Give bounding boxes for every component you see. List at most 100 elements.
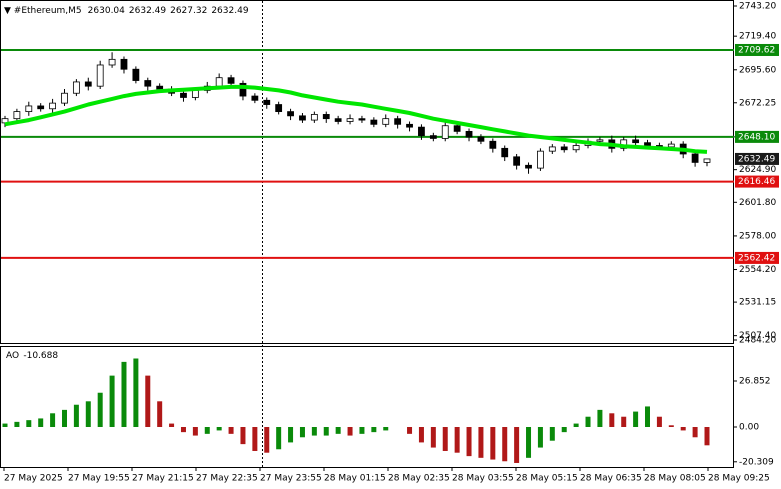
candle-body bbox=[441, 125, 449, 139]
candle-body bbox=[394, 118, 402, 125]
candle-body bbox=[108, 58, 116, 66]
candle-body bbox=[120, 58, 128, 70]
ao-header: AO -10.688 bbox=[6, 351, 58, 361]
y-tick-label: 2554.20 bbox=[739, 265, 776, 275]
candle-body bbox=[501, 147, 509, 158]
ao-tick-label: -20.309 bbox=[739, 457, 774, 467]
candle-body bbox=[548, 146, 556, 152]
candle-body bbox=[667, 143, 675, 148]
x-tick-label: 28 May 01:15 bbox=[324, 474, 386, 484]
y-tick-label: 2507.40 bbox=[739, 331, 776, 341]
level-tag bbox=[735, 175, 779, 188]
price-tag bbox=[735, 152, 779, 165]
ao-pane bbox=[0, 346, 734, 468]
ohlc: 2630.04 bbox=[88, 6, 125, 16]
candle-body bbox=[72, 81, 80, 94]
x-tick-label: 27 May 22:35 bbox=[196, 474, 258, 484]
candle-body bbox=[596, 139, 604, 142]
candle-body bbox=[382, 118, 390, 125]
symbol: #Ethereum,M5 bbox=[14, 6, 82, 16]
ohlc: 2632.49 bbox=[211, 6, 248, 16]
candle-body bbox=[263, 99, 271, 105]
candle-body bbox=[275, 104, 283, 113]
ao-value: -10.688 bbox=[23, 351, 58, 361]
y-tick-label: 2531.15 bbox=[739, 298, 776, 308]
candle-body bbox=[84, 81, 92, 87]
candle-body bbox=[310, 114, 318, 121]
candle-body bbox=[37, 105, 45, 110]
candle-body bbox=[191, 90, 199, 98]
candle-body bbox=[525, 164, 532, 169]
y-tick-label: 2484.20 bbox=[739, 336, 776, 346]
candle-body bbox=[61, 92, 68, 104]
y-tick-label: 2578.00 bbox=[739, 231, 776, 241]
x-tick-label: 27 May 23:55 bbox=[260, 474, 322, 484]
candle-body bbox=[346, 118, 354, 122]
candle-body bbox=[49, 102, 56, 110]
y-tick-label: 2601.80 bbox=[739, 198, 776, 208]
level-label: 2709.62 bbox=[738, 45, 775, 55]
y-tick-label: 2672.25 bbox=[739, 98, 776, 108]
candle-body bbox=[513, 156, 521, 166]
candle-body bbox=[429, 135, 437, 139]
y-tick-label: 2743.20 bbox=[739, 2, 776, 12]
candle-body bbox=[453, 125, 461, 132]
level-tag bbox=[735, 130, 779, 143]
header-icon: ▼ bbox=[4, 6, 14, 16]
candle-body bbox=[132, 68, 140, 81]
x-tick-label: 27 May 21:15 bbox=[132, 474, 194, 484]
candle-body bbox=[370, 119, 378, 125]
level-label: 2562.42 bbox=[738, 253, 775, 263]
candle-body bbox=[215, 77, 223, 87]
candle-body bbox=[632, 139, 640, 144]
candle-body bbox=[287, 111, 294, 117]
candle-body bbox=[406, 123, 413, 128]
x-tick-label: 28 May 03:55 bbox=[452, 474, 514, 484]
candle-body bbox=[489, 140, 497, 149]
x-tick-label: 28 May 09:25 bbox=[708, 474, 770, 484]
y-tick-label: 2719.40 bbox=[739, 32, 776, 42]
y-tick-label: 2695.60 bbox=[739, 65, 776, 75]
candle-body bbox=[418, 126, 425, 137]
level-label: 2648.10 bbox=[738, 132, 775, 142]
candle-body bbox=[703, 158, 711, 163]
x-tick-label: 28 May 08:05 bbox=[644, 474, 706, 484]
candle-body bbox=[180, 92, 187, 98]
moving-average bbox=[4, 84, 708, 154]
level-label: 2616.46 bbox=[738, 177, 775, 187]
candle-body bbox=[465, 130, 473, 138]
candle-body bbox=[334, 118, 342, 122]
ao-name: AO bbox=[6, 351, 19, 361]
candle-body bbox=[251, 95, 259, 101]
candle-body bbox=[358, 118, 366, 121]
level-tag bbox=[735, 43, 779, 56]
y-tick-label: 2624.90 bbox=[739, 165, 776, 175]
candle-body bbox=[227, 77, 235, 84]
x-tick-label: 28 May 06:35 bbox=[580, 474, 642, 484]
ao-tick-label: 26.852 bbox=[739, 377, 771, 387]
ohlc: 2627.32 bbox=[170, 6, 207, 16]
x-tick-label: 27 May 19:55 bbox=[68, 474, 130, 484]
candle-body bbox=[299, 115, 306, 121]
candle-body bbox=[25, 105, 33, 113]
candle-body bbox=[644, 142, 651, 146]
candle-body bbox=[96, 64, 104, 87]
candle-body bbox=[691, 153, 699, 163]
candle-body bbox=[322, 114, 330, 120]
candle-body bbox=[572, 145, 580, 151]
level-tag bbox=[735, 251, 779, 264]
header: ▼ #Ethereum,M5 2630.04 2632.49 2627.32 2632.… bbox=[4, 6, 249, 16]
candle-body bbox=[537, 150, 544, 169]
candle-body bbox=[144, 80, 152, 87]
current-price: 2632.49 bbox=[738, 154, 775, 164]
x-tick-label: 28 May 02:35 bbox=[388, 474, 450, 484]
candle-body bbox=[13, 111, 21, 120]
x-tick-label: 28 May 05:15 bbox=[516, 474, 578, 484]
x-tick-label: 27 May 2025 bbox=[4, 474, 63, 484]
candle-body bbox=[239, 82, 247, 97]
candle-body bbox=[156, 85, 164, 90]
candle-body bbox=[560, 146, 568, 151]
candle-body bbox=[477, 136, 485, 142]
main-pane bbox=[0, 0, 734, 344]
